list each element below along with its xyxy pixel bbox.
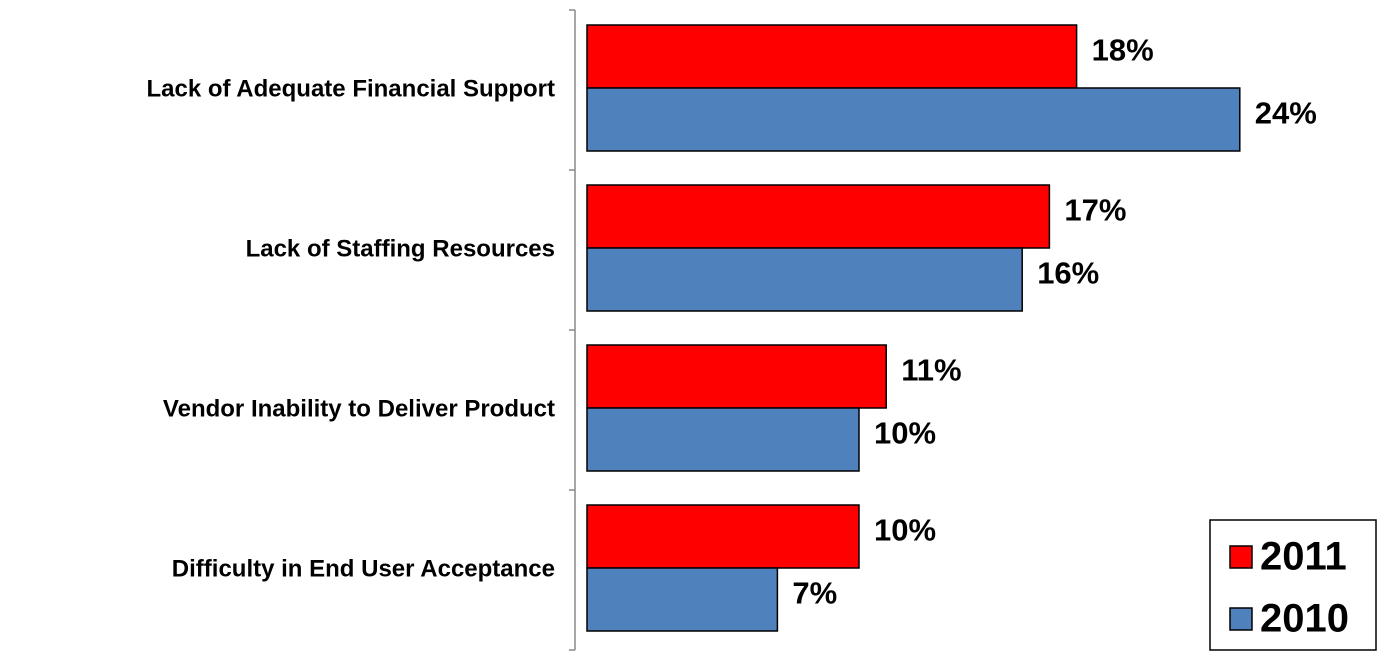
bar [586, 24, 1078, 89]
category-label: Vendor Inability to Deliver Product [163, 395, 555, 422]
category-label: Lack of Staffing Resources [246, 235, 555, 262]
value-label: 7% [792, 576, 837, 611]
legend-swatch [1229, 545, 1253, 569]
value-label: 10% [874, 416, 936, 451]
bar [586, 87, 1241, 152]
category-label: Difficulty in End User Acceptance [172, 555, 555, 582]
value-label: 24% [1255, 96, 1317, 131]
legend-swatch [1229, 607, 1253, 631]
value-label: 17% [1064, 193, 1126, 228]
value-label: 10% [874, 513, 936, 548]
bar [586, 184, 1051, 249]
value-label: 16% [1037, 256, 1099, 291]
bar [586, 344, 887, 409]
bar [586, 567, 779, 632]
bar [586, 504, 860, 569]
bar [586, 407, 860, 472]
category-label: Lack of Adequate Financial Support [147, 75, 556, 102]
bar [586, 247, 1023, 312]
legend-label: 2010 [1260, 597, 1349, 641]
value-label: 18% [1092, 33, 1154, 68]
value-label: 11% [901, 353, 961, 388]
legend-label: 2011 [1260, 535, 1347, 579]
